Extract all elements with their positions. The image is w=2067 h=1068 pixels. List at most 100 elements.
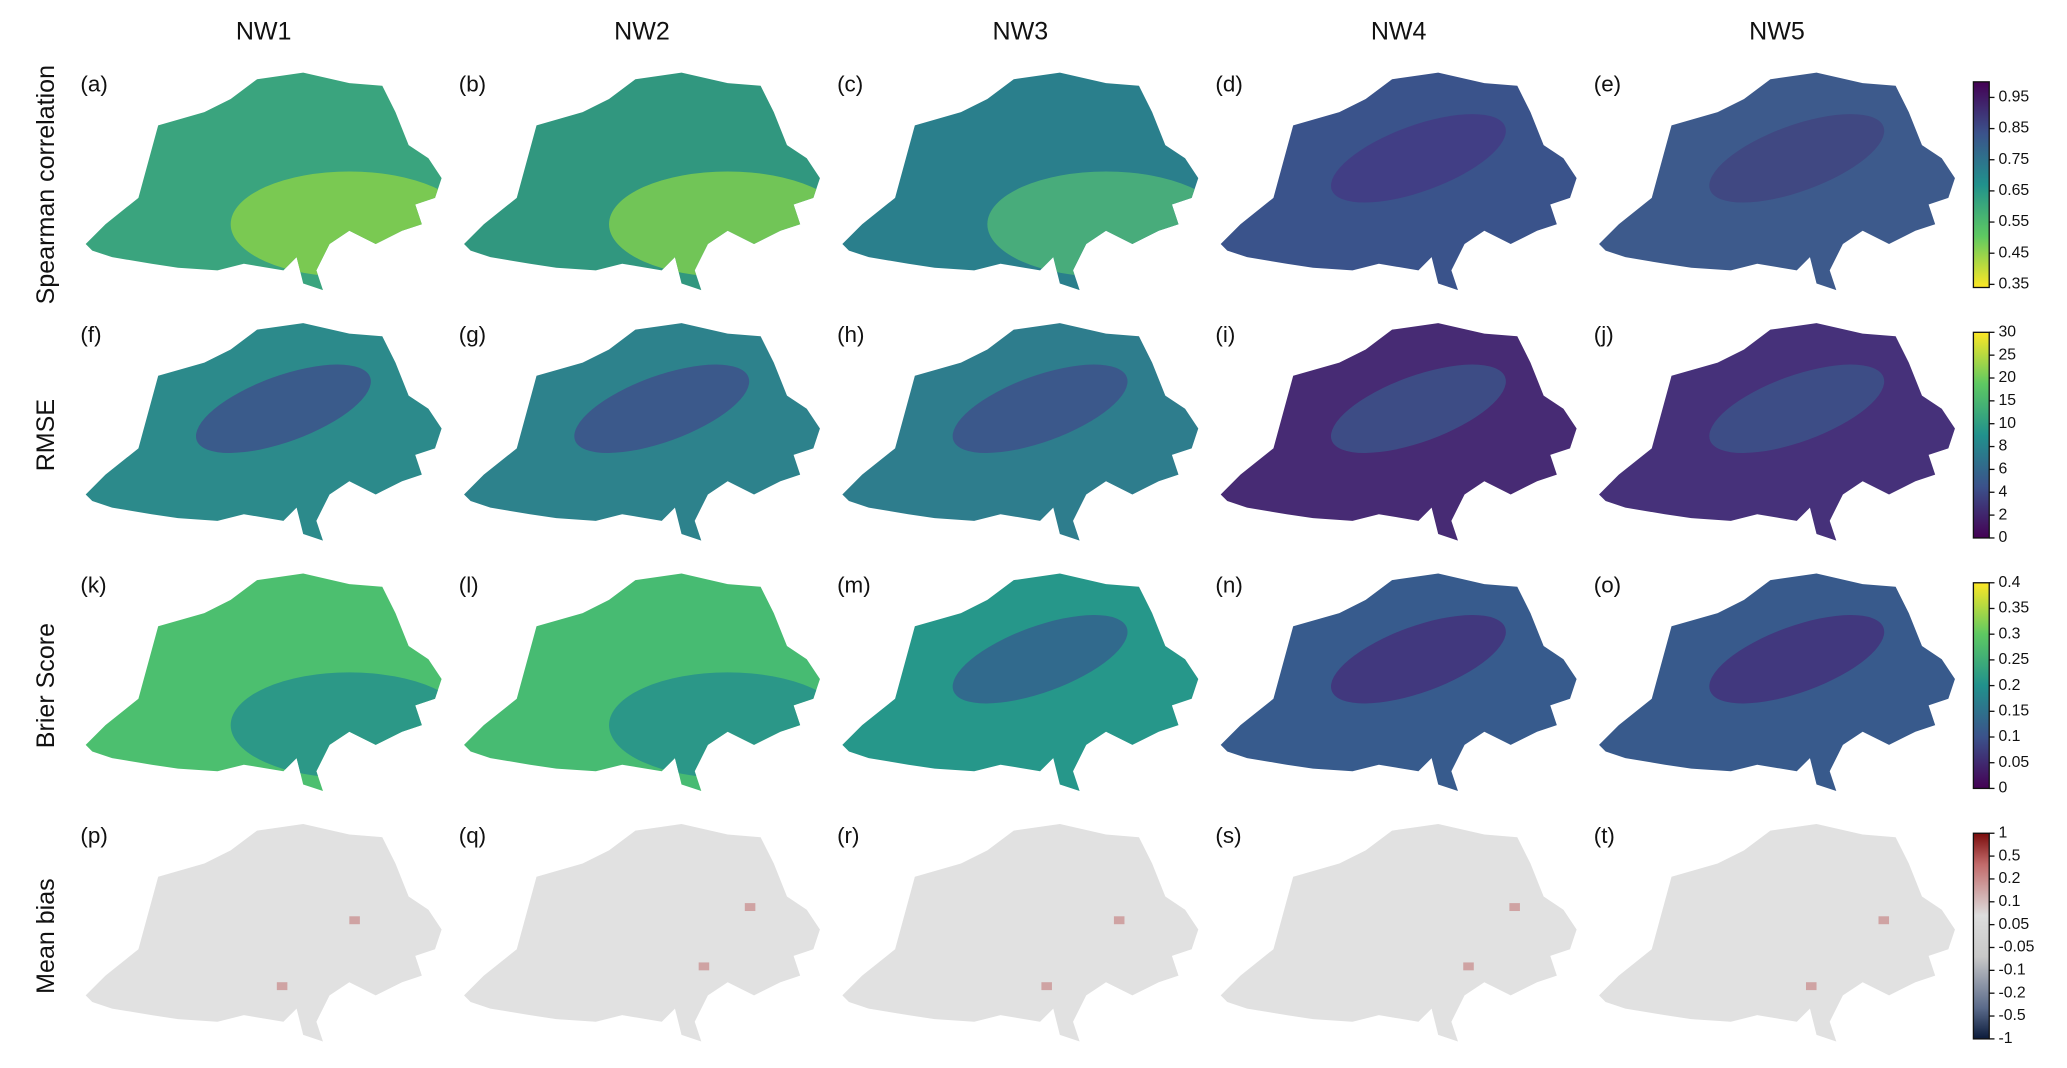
colorbar-tick-label: 0.15 (1998, 702, 2029, 719)
column-title: NW3 (993, 18, 1049, 46)
colorbar (1972, 582, 1990, 790)
colorbar-tick-label: 0.1 (1998, 893, 2020, 910)
column-title: NW5 (1749, 18, 1805, 46)
map (464, 573, 820, 792)
map (1599, 323, 1955, 541)
colorbar-tick-label: 0.45 (1998, 244, 2029, 261)
map-region (1805, 982, 1817, 991)
map-region (1330, 615, 1506, 704)
colorbar-tick-label: 0.5 (1998, 847, 2020, 864)
colorbar-tick-label: 0.85 (1998, 120, 2029, 137)
panel-label: (g) (459, 322, 486, 347)
colorbar-tick-label: 0.05 (1998, 916, 2029, 933)
colorbar-tick-label: 4 (1998, 483, 2007, 500)
colorbar-tick-label: 0.4 (1998, 574, 2020, 591)
map (1220, 323, 1577, 541)
colorbar-tick-label: 0.2 (1998, 870, 2020, 887)
map-region (1041, 982, 1052, 991)
map-detail (276, 916, 360, 991)
colorbar-tick-label: 8 (1998, 438, 2007, 455)
map-detail (609, 672, 820, 778)
panel-label: (t) (1594, 823, 1615, 848)
panel-label: (l) (459, 573, 479, 598)
map-region (1113, 916, 1125, 925)
colorbar-tick-label: 0.1 (1998, 728, 2020, 745)
colorbar (1972, 832, 1990, 1040)
colorbar-tick-label: 25 (1998, 346, 2016, 363)
map (842, 573, 1199, 792)
map (464, 824, 820, 1042)
colorbar-tick-label: 15 (1998, 392, 2016, 409)
map-detail (987, 171, 1199, 277)
map-region (230, 672, 442, 778)
panel-label: (j) (1594, 322, 1614, 347)
map-detail (1041, 916, 1125, 991)
map-region (1878, 916, 1890, 925)
colorbar-tick-label: 0.25 (1998, 651, 2029, 668)
colorbar-tick-label: -0.2 (1998, 984, 2025, 1001)
map-region (1509, 903, 1520, 912)
map-region (1330, 114, 1506, 203)
map (842, 323, 1199, 541)
map (85, 573, 442, 792)
map-outline (842, 824, 1199, 1042)
panel-label: (s) (1215, 823, 1241, 848)
panel-label: (k) (80, 573, 106, 598)
map (1220, 72, 1577, 291)
panel-label: (f) (80, 322, 101, 347)
map-detail (952, 615, 1128, 704)
row-label: Brier Score (32, 623, 60, 748)
colorbar-tick-label: 2 (1998, 506, 2007, 523)
colorbar-tick-label: 0 (1998, 529, 2007, 546)
colorbar-tick-label: 30 (1998, 323, 2016, 340)
panel-label: (r) (837, 823, 859, 848)
map-detail (1709, 364, 1885, 453)
colorbar (1972, 331, 1990, 539)
map-detail (952, 364, 1128, 453)
map-region (1463, 962, 1474, 971)
map-region (952, 364, 1128, 453)
panel-label: (a) (80, 72, 107, 97)
row-label: Spearman correlation (32, 65, 60, 304)
colorbar-tick-label: 0.3 (1998, 625, 2020, 642)
map (85, 824, 442, 1042)
panel-label: (p) (80, 823, 107, 848)
colorbar-tick-label: -0.05 (1998, 939, 2034, 956)
map-detail (574, 364, 750, 453)
colorbar-tick-label: 0.55 (1998, 213, 2029, 230)
map-region (987, 171, 1199, 277)
panel-label: (q) (459, 823, 486, 848)
map (464, 72, 820, 291)
colorbar-tick-label: 0.2 (1998, 677, 2020, 694)
map-detail (698, 903, 756, 971)
map-region (230, 171, 442, 277)
colorbar-tick-label: -0.1 (1998, 962, 2025, 979)
column-title: NW4 (1371, 18, 1427, 46)
map-detail (1709, 114, 1885, 203)
colorbar-tick-label: 0.05 (1998, 754, 2029, 771)
map-region (1709, 114, 1885, 203)
map-region (276, 982, 288, 991)
map-detail (1330, 114, 1506, 203)
map (1599, 573, 1955, 792)
map-region (349, 916, 360, 925)
panel-label: (n) (1215, 573, 1242, 598)
colorbar-tick-label: 6 (1998, 461, 2007, 478)
map-region (1709, 615, 1885, 704)
map-outline (1599, 824, 1955, 1042)
map-region (574, 364, 750, 453)
colorbar (1972, 81, 1990, 289)
map-region (744, 903, 756, 912)
map-detail (1330, 615, 1506, 704)
map (842, 72, 1199, 291)
colorbar-tick-label: 20 (1998, 369, 2016, 386)
map-detail (1463, 903, 1520, 971)
map-outline (464, 824, 820, 1042)
colorbar-tick-label: -1 (1998, 1030, 2012, 1047)
map-detail (609, 171, 820, 277)
map-detail (195, 364, 371, 453)
map (1220, 573, 1577, 792)
colorbar-tick-label: 0.95 (1998, 89, 2029, 106)
map-region (195, 364, 371, 453)
